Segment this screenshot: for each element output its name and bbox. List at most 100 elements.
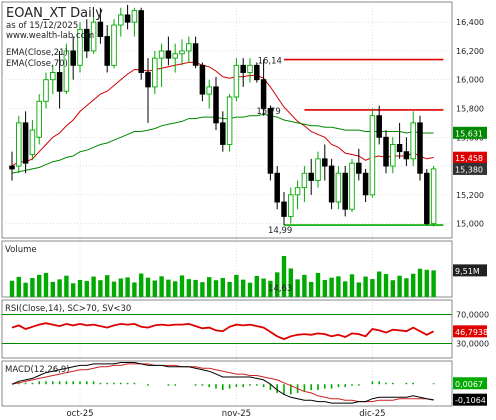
candle-body (342, 172, 348, 210)
volume-bar (254, 276, 259, 297)
candle-body (301, 172, 308, 189)
candle (206, 79, 212, 109)
candle (172, 43, 178, 73)
candle (36, 94, 42, 145)
volume-bar (370, 279, 375, 297)
candle-body (267, 108, 274, 174)
candle (396, 122, 403, 159)
volume-bar (125, 277, 130, 297)
rsi-line (2, 314, 452, 344)
candle-body (308, 172, 314, 181)
volume-bar (288, 268, 293, 297)
candle (22, 111, 29, 174)
volume-bar (118, 278, 123, 297)
volume-bar (111, 281, 117, 297)
candle-body (247, 64, 253, 73)
ema70-legend: EMA(Close,70) (6, 59, 68, 69)
price-tick-label: 15,200 (456, 191, 484, 200)
candle-body (165, 50, 172, 59)
candle (158, 43, 165, 87)
volume-bar (193, 279, 198, 297)
candle (342, 166, 348, 217)
candle-body (152, 57, 158, 88)
volume-annotation: 14,63 (268, 284, 292, 294)
price-annotation: 15,79 (256, 107, 280, 117)
candle (111, 19, 117, 69)
candle (240, 58, 246, 87)
candle (288, 187, 294, 224)
candle (9, 151, 15, 181)
volume-value-tag: 9,51M (455, 267, 480, 276)
price-tick-label: 16,000 (456, 76, 484, 85)
rsi-value-tag-box (453, 325, 487, 338)
volume-bar (383, 274, 389, 297)
volume-bar (268, 280, 273, 297)
candle-body (240, 64, 246, 73)
volume-bar (363, 276, 368, 297)
candle (369, 108, 376, 198)
candle-body (328, 165, 335, 203)
candle-body (376, 115, 382, 138)
rsi-tick-label: 30,0000 (456, 340, 489, 349)
candle-body (50, 72, 56, 81)
volume-bar (200, 282, 205, 297)
candle (43, 72, 49, 109)
volume-bar (424, 269, 429, 297)
candle (226, 94, 233, 152)
volume-label: Volume (5, 245, 37, 255)
volume-bar (275, 272, 280, 297)
macd-value-tag: -0,1064 (455, 396, 486, 405)
x-axis-labels: oct-25 nov-25 dic-25 (66, 409, 385, 419)
rsi-label: RSI(Close,14), SC>70, SV<30 (5, 304, 131, 314)
candle-body (97, 21, 104, 37)
candle (165, 36, 172, 66)
volume-bar (50, 281, 55, 297)
macd-panel-frame (1, 360, 453, 407)
x-tick-label: nov-25 (222, 409, 251, 419)
candle-body (56, 72, 63, 92)
candle (260, 59, 267, 116)
volume-bar (105, 275, 110, 297)
candle-body (22, 122, 29, 164)
volume-bar (98, 280, 103, 297)
candle (376, 105, 382, 145)
candle-body (226, 96, 233, 145)
candle-body (383, 136, 389, 167)
rsi-series-line (11, 322, 435, 341)
candle (390, 137, 396, 174)
price-annotation: 14,99 (268, 226, 292, 236)
volume-bar (336, 276, 341, 297)
candle-body (199, 64, 206, 95)
candle (220, 111, 226, 152)
volume-bar (139, 273, 144, 297)
price-tick-label: 15,800 (456, 104, 484, 113)
candle (138, 7, 144, 80)
candle (50, 65, 56, 95)
volume-bar (207, 277, 212, 297)
candle (254, 62, 260, 83)
source-label: www.wealth-lab.com (6, 31, 94, 41)
volume-bar (343, 281, 348, 297)
candle (104, 25, 110, 73)
volume-bar (234, 274, 239, 297)
candle-body (104, 36, 110, 66)
volume-bar (295, 279, 300, 297)
candle (403, 137, 410, 167)
candle (417, 115, 423, 181)
volume-bar (309, 281, 314, 297)
volume-value-tag-box (453, 264, 487, 277)
candle (124, 4, 131, 30)
volume-bar (397, 275, 402, 297)
candle (90, 16, 97, 54)
candle (356, 148, 362, 181)
candle-body (36, 100, 42, 138)
candle-body (369, 115, 376, 196)
candle (322, 144, 328, 181)
candle (281, 191, 287, 226)
candle-body (131, 10, 138, 23)
price-tick-label: 16,200 (456, 47, 484, 56)
annotations: 16,14 15,79 14,99 14,63 (256, 57, 292, 294)
candle (213, 76, 219, 131)
candle (410, 111, 416, 167)
price-value-tag-box (453, 151, 487, 164)
